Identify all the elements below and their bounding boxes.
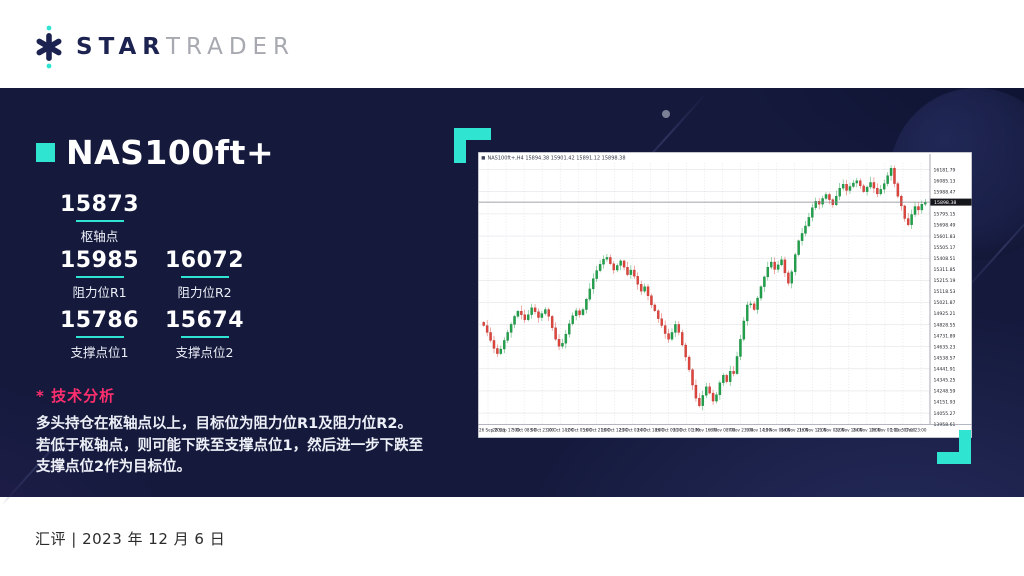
analysis-heading: * 技术分析 (36, 387, 116, 405)
pivot-row-1: 15873 枢轴点 (60, 194, 270, 245)
svg-text:5 Oct 23:00: 5 Oct 23:00 (530, 428, 554, 433)
technical-analysis: * 技术分析 多头持仓在枢轴点以上，目标位为阻力位R1及阻力位R2。 若低于枢轴… (36, 385, 423, 479)
svg-text:15021.87: 15021.87 (934, 300, 956, 306)
svg-text:14828.55: 14828.55 (934, 322, 956, 328)
dot-decoration (662, 110, 670, 118)
pivot-point-value: 15873 (60, 192, 140, 217)
resistance-r2-item: 16072 阻力位R2 (165, 250, 244, 301)
star-asterisk-icon (30, 24, 68, 70)
svg-text:16 Oct 21:00: 16 Oct 21:00 (583, 428, 610, 433)
svg-text:23 Oct 03:00: 23 Oct 03:00 (619, 428, 646, 433)
svg-text:24 Nov 10:00: 24 Nov 10:00 (853, 428, 881, 433)
pivot-point-item: 15873 枢轴点 (60, 194, 139, 245)
svg-text:14635.23: 14635.23 (934, 344, 956, 350)
svg-text:13 Nov 06:00: 13 Nov 06:00 (763, 428, 791, 433)
svg-text:10 Oct 14:00: 10 Oct 14:00 (547, 428, 574, 433)
svg-text:15215.19: 15215.19 (934, 278, 956, 284)
resistance-r1-label: 阻力位R1 (72, 285, 127, 300)
svg-text:15505.17: 15505.17 (934, 245, 956, 251)
svg-text:22 Nov 18:00: 22 Nov 18:00 (835, 428, 863, 433)
svg-text:15408.51: 15408.51 (934, 256, 956, 262)
corner-bracket-bottom-right (937, 430, 971, 464)
support-1-value: 15786 (60, 308, 140, 333)
svg-text:12 Oct 05:00: 12 Oct 05:00 (565, 428, 592, 433)
svg-text:1 Dec 07:00: 1 Dec 07:00 (890, 428, 915, 433)
svg-text:31 Oct 01:00: 31 Oct 01:00 (673, 428, 700, 433)
analysis-body: 多头持仓在枢轴点以上，目标位为阻力位R1及阻力位R2。 若低于枢轴点，则可能下跌… (36, 414, 423, 479)
svg-text:7 Nov 23:00: 7 Nov 23:00 (728, 428, 753, 433)
svg-text:24 Oct 18:00: 24 Oct 18:00 (637, 428, 664, 433)
logo-trader-text: TRADER (165, 33, 296, 60)
svg-text:15795.15: 15795.15 (934, 212, 956, 218)
svg-text:6 Nov 08:00: 6 Nov 08:00 (710, 428, 735, 433)
analysis-line: 支撑点位2作为目标位。 (36, 459, 192, 475)
support-1-item: 15786 支撑点位1 (60, 310, 139, 361)
svg-text:28 Nov 01:00: 28 Nov 01:00 (871, 428, 899, 433)
svg-text:14055.27: 14055.27 (934, 411, 956, 417)
svg-text:15698.49: 15698.49 (934, 223, 956, 229)
teal-underline (75, 220, 124, 222)
svg-text:26 Sep 2023: 26 Sep 2023 (479, 428, 505, 433)
support-2-label: 支撑点位2 (175, 345, 234, 360)
svg-text:14345.25: 14345.25 (934, 378, 956, 384)
svg-text:16 Nov 12:00: 16 Nov 12:00 (799, 428, 827, 433)
resistance-r2-label: 阻力位R2 (177, 285, 232, 300)
resistance-r1-value: 15985 (60, 248, 140, 273)
teal-underline (180, 336, 229, 338)
resistance-r2-value: 16072 (165, 248, 245, 273)
title-row: NAS100ft+ (36, 136, 274, 169)
svg-text:14151.93: 14151.93 (934, 400, 956, 406)
support-1-label: 支撑点位1 (70, 345, 129, 360)
svg-text:15898.38: 15898.38 (934, 200, 956, 206)
pivot-row-3: 15786 支撑点位1 15674 支撑点位2 (60, 310, 270, 361)
svg-text:16181.79: 16181.79 (934, 167, 956, 173)
svg-text:5 Dec 23:00: 5 Dec 23:00 (902, 428, 927, 433)
chart-title: NAS100ft+,H4 15894.38 15901.42 15891.12 … (488, 156, 626, 162)
header: STARTRADER (0, 0, 1024, 88)
svg-text:15988.47: 15988.47 (934, 189, 956, 195)
svg-text:18 Oct 12:00: 18 Oct 12:00 (601, 428, 628, 433)
svg-text:15311.85: 15311.85 (934, 267, 956, 273)
svg-text:26 Oct 09:00: 26 Oct 09:00 (655, 428, 682, 433)
pivot-point-label: 枢轴点 (80, 229, 119, 244)
svg-text:3 Oct 08:00: 3 Oct 08:00 (512, 428, 536, 433)
svg-text:9 Nov 14:00: 9 Nov 14:00 (746, 428, 771, 433)
svg-text:28 Sep 17:00: 28 Sep 17:00 (492, 428, 520, 433)
startrader-logo: STARTRADER (30, 24, 295, 70)
resistance-r1-item: 15985 阻力位R1 (60, 250, 139, 301)
page-title: NAS100ft+ (66, 133, 275, 172)
corner-bracket-top-left (454, 128, 491, 163)
teal-underline (180, 276, 229, 278)
pivot-row-2: 15985 阻力位R1 16072 阻力位R2 (60, 250, 270, 301)
candlestick-chart: 16181.7916085.1315988.4715891.8115795.15… (478, 152, 972, 438)
title-bullet-square (36, 143, 55, 162)
svg-text:14731.89: 14731.89 (934, 333, 956, 339)
support-2-item: 15674 支撑点位2 (165, 310, 244, 361)
teal-underline (75, 336, 124, 338)
mt4-chart-panel: 16181.7916085.1315988.4715891.8115795.15… (478, 152, 972, 442)
logo-star-text: STAR (76, 33, 166, 60)
footer-date: 汇评 | 2023 年 12 月 6 日 (35, 530, 226, 548)
teal-underline (75, 276, 124, 278)
svg-text:1 Nov 16:00: 1 Nov 16:00 (692, 428, 717, 433)
svg-text:14925.21: 14925.21 (934, 311, 956, 317)
analysis-line: 若低于枢轴点，则可能下跌至支撑点位1，然后进一步下跌至 (36, 437, 424, 454)
footer: 汇评 | 2023 年 12 月 6 日 (0, 497, 1024, 576)
svg-text:15601.83: 15601.83 (934, 234, 956, 240)
svg-text:16085.13: 16085.13 (934, 178, 956, 184)
svg-text:13958.61: 13958.61 (934, 422, 956, 428)
svg-text:14 Nov 21:00: 14 Nov 21:00 (781, 428, 809, 433)
support-2-value: 15674 (165, 308, 245, 333)
logo-wordmark: STARTRADER (76, 33, 296, 60)
main-panel: NAS100ft+ 15873 枢轴点 15985 阻力位R1 16072 阻力… (0, 88, 1024, 506)
svg-text:14538.57: 14538.57 (934, 355, 956, 361)
svg-text:14248.59: 14248.59 (934, 389, 956, 395)
svg-text:21 Nov 03:00: 21 Nov 03:00 (817, 428, 845, 433)
svg-text:14441.91: 14441.91 (934, 367, 956, 373)
chart-title-icon (481, 156, 485, 160)
analysis-line: 多头持仓在枢轴点以上，目标位为阻力位R1及阻力位R2。 (36, 416, 413, 432)
svg-text:15118.53: 15118.53 (934, 289, 956, 295)
